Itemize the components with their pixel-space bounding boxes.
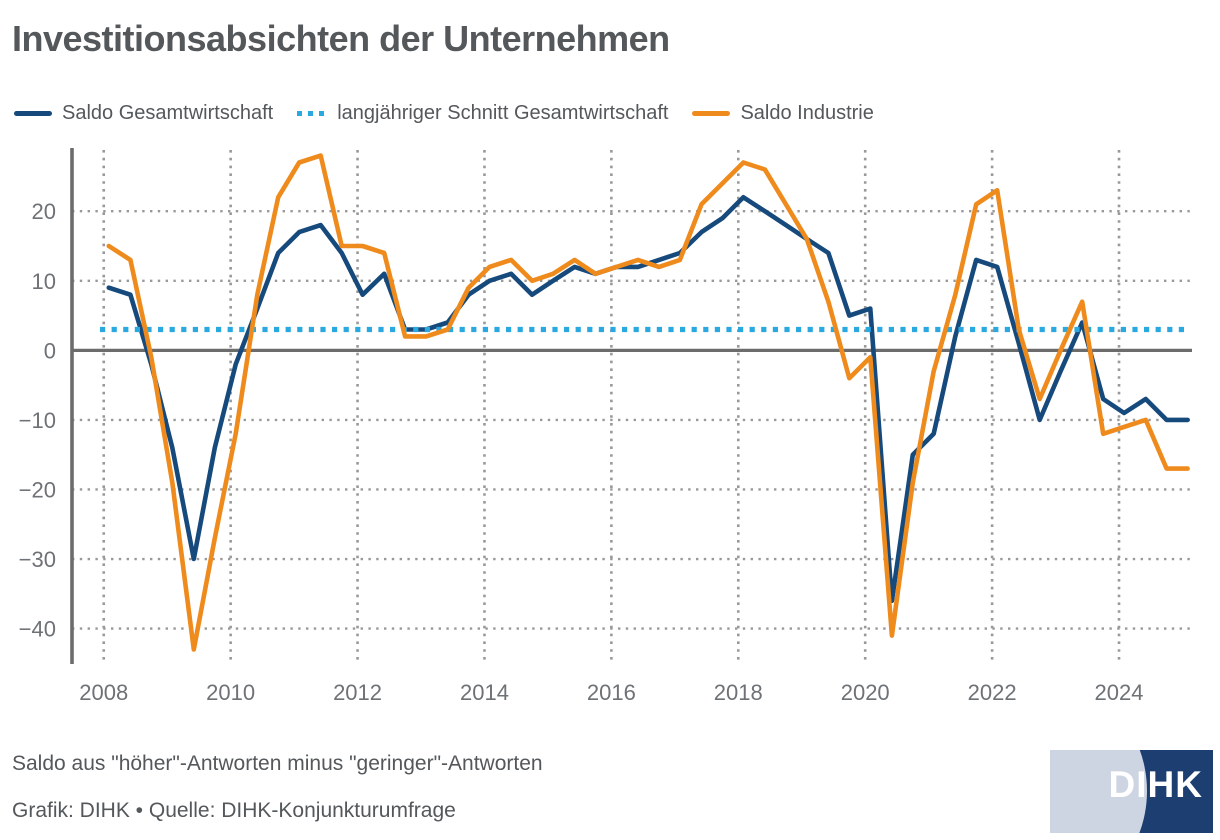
series-line-saldo-gesamtwirtschaft <box>106 195 1190 604</box>
y-tick-label: −40 <box>19 617 56 642</box>
y-tick-label: −10 <box>19 408 56 433</box>
y-tick-label: 0 <box>44 338 56 363</box>
y-tick-label: 20 <box>32 199 56 224</box>
footnote: Saldo aus "höher"-Antworten minus "gerin… <box>12 752 543 775</box>
x-tick-label: 2018 <box>714 680 763 705</box>
y-tick-label: 10 <box>32 269 56 294</box>
y-tick-label: −30 <box>19 547 56 572</box>
x-tick-label: 2024 <box>1095 680 1144 705</box>
x-tick-label: 2012 <box>333 680 382 705</box>
legend-item-langjaehriger-schnitt: langjähriger Schnitt Gesamtwirtschaft <box>297 102 668 125</box>
x-tick-label: 2008 <box>79 680 128 705</box>
source-credit: Grafik: DIHK • Quelle: DIHK-Konjunkturum… <box>12 799 456 822</box>
x-tick-label: 2014 <box>460 680 509 705</box>
series-line-saldo-industrie <box>106 153 1190 652</box>
legend-item-industrie: Saldo Industrie <box>692 102 874 125</box>
legend-label: Saldo Gesamtwirtschaft <box>62 102 274 124</box>
dihk-logo-text: DIHK <box>1108 764 1203 805</box>
dihk-logo-circle-icon <box>1050 750 1147 833</box>
legend-label: Saldo Industrie <box>740 102 874 124</box>
x-tick-label: 2016 <box>587 680 636 705</box>
legend-swatch-solid-navy-icon <box>14 111 52 116</box>
dihk-logo: DIHK <box>1050 750 1213 833</box>
x-tick-label: 2010 <box>206 680 255 705</box>
chart-title: Investitionsabsichten der Unternehmen <box>12 18 670 59</box>
legend: Saldo Gesamtwirtschaft langjähriger Schn… <box>14 102 874 125</box>
legend-swatch-dotted-blue-icon <box>297 111 328 116</box>
y-tick-label: −20 <box>19 477 56 502</box>
x-tick-label: 2022 <box>968 680 1017 705</box>
legend-swatch-solid-orange-icon <box>692 111 731 116</box>
legend-label: langjähriger Schnitt Gesamtwirtschaft <box>337 102 669 124</box>
legend-item-gesamtwirtschaft: Saldo Gesamtwirtschaft <box>14 102 273 125</box>
x-tick-label: 2020 <box>841 680 890 705</box>
